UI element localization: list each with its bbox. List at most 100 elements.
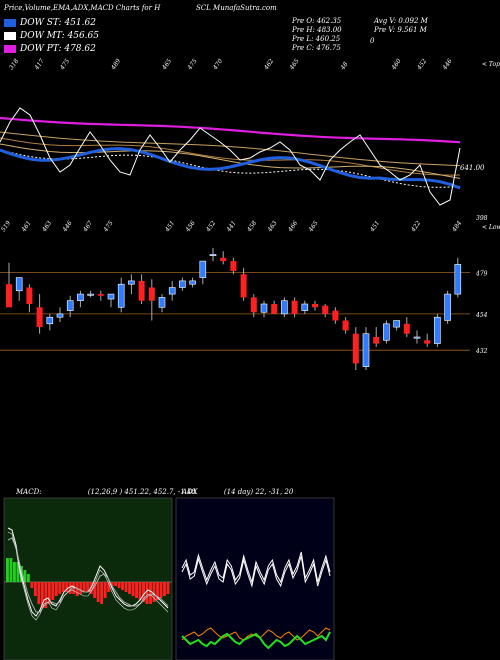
price-tick-label: 484	[450, 220, 463, 234]
level-label-1: 454	[475, 312, 488, 319]
candle	[138, 280, 145, 301]
price-tick-label: 422	[409, 220, 422, 234]
macd-signal-line	[7, 537, 169, 613]
legend-swatch-pt	[4, 45, 16, 53]
price-tick-label: 463	[40, 220, 53, 234]
candle	[312, 304, 318, 308]
price-tick-label: 463	[266, 220, 279, 234]
candle	[352, 333, 359, 364]
macd-histogram-bar	[103, 582, 107, 598]
candle	[362, 333, 370, 368]
candle	[250, 297, 257, 313]
macd-histogram-bar	[33, 582, 37, 596]
macd-histogram-bar	[51, 582, 55, 600]
ema-tick-label: 48	[339, 61, 350, 72]
ema-tick-label: 465	[288, 58, 301, 72]
ema-line-2	[0, 137, 461, 176]
ema-panel: 318 417 475 489 465 475 470 462 465 48 460 452 446 < …	[0, 58, 500, 231]
macd-label: MACD:	[16, 488, 42, 496]
macd-histogram-bar	[61, 582, 65, 592]
legend-label-mt: DOW MT: 456.65	[20, 31, 99, 41]
candle	[342, 320, 349, 331]
price-tick-label: 465	[307, 220, 320, 234]
legend-label-st: DOW ST: 451.62	[20, 18, 96, 28]
macd-histogram-bar	[145, 582, 149, 604]
level-label-0: 479	[475, 271, 488, 278]
candle	[444, 293, 451, 321]
candle	[179, 280, 186, 288]
legend-dow-mt: DOW MT: 456.65	[4, 31, 99, 41]
ohlc-close: Pre C: 476.75	[292, 44, 341, 52]
macd-histogram-bar	[121, 582, 125, 590]
ema-tick-label: 318	[8, 58, 20, 72]
macd-histogram-bar	[135, 582, 138, 598]
price-tick-label: 461	[20, 220, 33, 234]
ohlc-open: Pre O: 462.35	[292, 17, 342, 25]
candle	[281, 300, 288, 315]
candle	[36, 307, 43, 328]
price-panel: 479 454 432 519 461 463 446 467 475 451 456 452 441 4…	[0, 220, 488, 370]
price-tick-label: 475	[102, 220, 115, 234]
macd-line-shadow	[7, 531, 169, 621]
macd-histogram-bar	[107, 582, 111, 592]
macd-histogram-bar	[117, 582, 121, 588]
candle	[230, 261, 237, 271]
price-tick-label: 446	[61, 220, 74, 234]
macd-histogram-bar	[47, 582, 51, 604]
candle	[128, 280, 135, 285]
legend-swatch-st	[4, 19, 16, 27]
ema-line-1	[0, 131, 461, 167]
pt-line	[0, 116, 461, 144]
macd-header: MACD: (12,26,9 ) 451.22, 452.7, -1.48	[16, 488, 196, 496]
price-tick-label: 452	[204, 220, 217, 234]
ema-tick-label: 475	[186, 58, 199, 72]
candle	[332, 310, 339, 321]
candle	[220, 257, 227, 262]
st-line	[0, 147, 461, 190]
adx-panel	[175, 497, 335, 660]
candle	[301, 303, 309, 311]
mt-line	[0, 149, 461, 188]
candle	[322, 305, 329, 314]
candle	[148, 287, 155, 301]
legend-dow-st: DOW ST: 451.62	[4, 18, 96, 28]
macd-histogram-bar	[65, 582, 69, 592]
macd-histogram-bar	[166, 582, 170, 594]
chart-title-right: SCL MunafaSutra.com	[196, 4, 277, 12]
price-tick-label: 441	[225, 220, 238, 234]
macd-histogram-bar	[23, 570, 27, 582]
ema-tick-label: 470	[211, 58, 224, 72]
macd-histogram-bar	[96, 582, 100, 602]
candle	[56, 313, 64, 318]
ema-bottom-label: 398	[476, 215, 488, 222]
macd-histogram-bar	[142, 582, 145, 602]
candle	[291, 300, 298, 314]
adx-orange-line	[181, 627, 331, 641]
adx-label: ADX	[182, 488, 198, 496]
macd-histogram-bar	[163, 582, 166, 596]
ohlc-prev-volume: Pre V: 9.561 M	[374, 26, 427, 34]
candle	[393, 320, 400, 328]
adx-values: (14 day) 22, -31, 20	[223, 488, 294, 496]
adx-green-line	[181, 631, 331, 650]
macd-histogram-bar	[82, 582, 86, 592]
candle	[383, 323, 390, 341]
candle	[97, 294, 104, 296]
price-tick-label: 458	[245, 220, 258, 234]
adx-minus-di-line	[181, 555, 331, 588]
macd-histogram-bar	[149, 582, 152, 604]
macd-histogram-bar	[12, 562, 16, 582]
candle	[87, 293, 94, 296]
price-tick-label: 466	[286, 220, 299, 234]
ema-tick-label: 462	[262, 58, 275, 72]
macd-histogram-bar	[114, 582, 118, 586]
macd-histogram-bar	[110, 582, 114, 586]
macd-histogram-bar	[152, 582, 156, 602]
macd-histogram-bar	[16, 562, 20, 582]
candle	[413, 336, 421, 339]
price-tick-label: 451	[163, 220, 176, 234]
candle	[189, 280, 196, 285]
candle	[26, 287, 33, 304]
candle	[403, 323, 410, 334]
